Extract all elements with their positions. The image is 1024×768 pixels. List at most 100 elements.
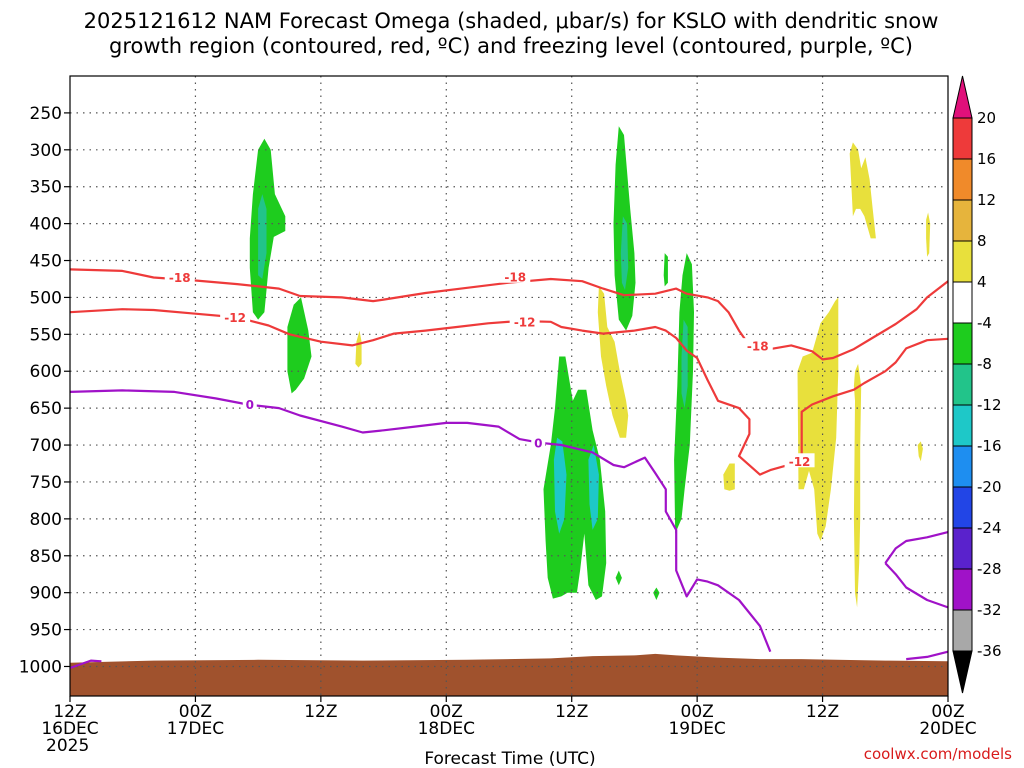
- y-tick-label-950: 950: [30, 621, 62, 641]
- x-tick-label-7-2: 20DEC: [919, 719, 976, 739]
- colorbar-label-1: 16: [977, 150, 996, 168]
- x-tick-label-0-2: 16DEC: [41, 719, 98, 739]
- y-tick-label-250: 250: [30, 104, 62, 124]
- contour-0C-right-b: [884, 562, 949, 609]
- y-tick-label-450: 450: [30, 252, 62, 272]
- y-tick-label-350: 350: [30, 178, 62, 198]
- contour-0C-left: [69, 659, 102, 670]
- colorbar-label-3: 8: [977, 232, 987, 250]
- omega-region-downward-2: [597, 286, 629, 438]
- contour-label-0: -18: [169, 271, 191, 285]
- colorbar-bin-9: [952, 486, 973, 529]
- contour-label-6: 0: [246, 398, 254, 412]
- colorbar-label-11: -28: [977, 560, 1002, 578]
- contour-label-bg-1: [220, 309, 251, 324]
- colorbar-bin-6: [952, 363, 973, 406]
- x-tick-label-3-2: 18DEC: [418, 719, 475, 739]
- x-tick-label-4-1: 12Z: [555, 702, 588, 722]
- contour-label-bg-3: [509, 313, 540, 328]
- x-tick-label-7-1: 00Z: [931, 702, 964, 722]
- chart-title-line2: growth region (contoured, red, ºC) and f…: [109, 34, 913, 58]
- colorbar-label-2: 12: [977, 191, 996, 209]
- omega-region-upward-1-core: [258, 194, 267, 279]
- omega-region-upward-6: [663, 253, 668, 287]
- colorbar-label-0: 20: [977, 109, 996, 127]
- colorbar-label-5: -4: [977, 314, 992, 332]
- colorbar-label-4: 4: [977, 273, 987, 291]
- omega-region-upward-5-core: [681, 319, 688, 409]
- x-tick-label-3-1: 00Z: [430, 702, 463, 722]
- plot-frame: [69, 75, 949, 697]
- x-tick-label-6-1: 12Z: [806, 702, 839, 722]
- contour-label-bg-4: [742, 338, 773, 353]
- colorbar-label-7: -12: [977, 396, 1002, 414]
- y-tick-label-750: 750: [30, 473, 62, 493]
- omega-region-downward-8: [917, 441, 923, 462]
- y-tick-label-1000: 1000: [19, 657, 62, 677]
- omega-region-upward-3-core: [553, 437, 567, 534]
- contour-label-bg-2: [500, 268, 531, 283]
- credit-text: coolwx.com/models: [864, 745, 1012, 763]
- y-tick-label-600: 600: [30, 362, 62, 382]
- x-tick-label-1-2: 17DEC: [167, 719, 224, 739]
- contour-label-7: 0: [534, 436, 542, 450]
- colorbar-top-arrow: [952, 75, 973, 119]
- colorbar-bin-3: [952, 240, 973, 283]
- omega-region-downward-3: [723, 463, 735, 491]
- omega-region-upward-dot-2: [653, 587, 660, 600]
- colorbar-label-9: -20: [977, 478, 1002, 496]
- contour--12C: [69, 308, 949, 476]
- colorbar-label-12: -32: [977, 601, 1002, 619]
- contour-label-4: -18: [747, 340, 769, 354]
- contour-label-bg-5: [784, 453, 815, 468]
- omega-region-downward-1: [355, 330, 362, 368]
- x-tick-label-1-1: 00Z: [179, 702, 212, 722]
- colorbar-bin-2: [952, 199, 973, 242]
- colorbar-bin-7: [952, 404, 973, 447]
- contour-label-bg-6: [242, 396, 257, 411]
- contour-label-5: -12: [789, 455, 811, 469]
- omega-region-upward-dot-1: [615, 570, 622, 586]
- omega-region-downward-6: [849, 142, 876, 239]
- omega-region-downward-5: [853, 363, 862, 608]
- y-tick-label-850: 850: [30, 547, 62, 567]
- colorbar-label-6: -8: [977, 355, 992, 373]
- colorbar-bin-1: [952, 158, 973, 201]
- x-tick-label-0-1: 12Z: [53, 702, 86, 722]
- omega-region-upward-3-core-b: [588, 445, 599, 530]
- colorbar-label-8: -16: [977, 437, 1002, 455]
- colorbar-label-13: -36: [977, 642, 1002, 660]
- contour-0C-main: [69, 389, 772, 653]
- surface-ground: [70, 653, 948, 696]
- contour-label-3: -12: [514, 315, 536, 329]
- chart-title-line1: 2025121612 NAM Forecast Omega (shaded, μ…: [84, 9, 939, 33]
- y-tick-label-900: 900: [30, 584, 62, 604]
- x-tick-label-5-2: 19DEC: [668, 719, 725, 739]
- colorbar-bin-11: [952, 568, 973, 611]
- contour-0C-right-c: [906, 650, 949, 661]
- colorbar-bottom-arrow: [952, 650, 973, 694]
- colorbar-bin-10: [952, 527, 973, 570]
- colorbar-bin-8: [952, 445, 973, 488]
- omega-region-upward-4-core: [620, 216, 629, 290]
- x-tick-label-2-1: 12Z: [304, 702, 337, 722]
- y-tick-label-550: 550: [30, 325, 62, 345]
- colorbar-bin-0: [952, 117, 973, 160]
- contour-label-bg-7: [531, 434, 546, 449]
- colorbar-bin-12: [952, 609, 973, 652]
- contour--18C: [69, 268, 949, 361]
- y-tick-label-800: 800: [30, 510, 62, 530]
- y-tick-label-650: 650: [30, 399, 62, 419]
- contour-label-1: -12: [224, 311, 246, 325]
- colorbar-bin-5: [952, 322, 973, 365]
- y-axis: 250 300 350 400 450 500 550 600 650 700 750 800 850 9…: [19, 104, 70, 677]
- omega-region-upward-2: [287, 297, 312, 394]
- x-axis-label: Forecast Time (UTC): [424, 749, 595, 768]
- colorbar-label-10: -24: [977, 519, 1002, 537]
- contour-label-bg-0: [164, 269, 195, 284]
- contour-0C-right: [884, 531, 949, 564]
- y-tick-label-700: 700: [30, 436, 62, 456]
- omega-region-upward-1: [249, 138, 286, 320]
